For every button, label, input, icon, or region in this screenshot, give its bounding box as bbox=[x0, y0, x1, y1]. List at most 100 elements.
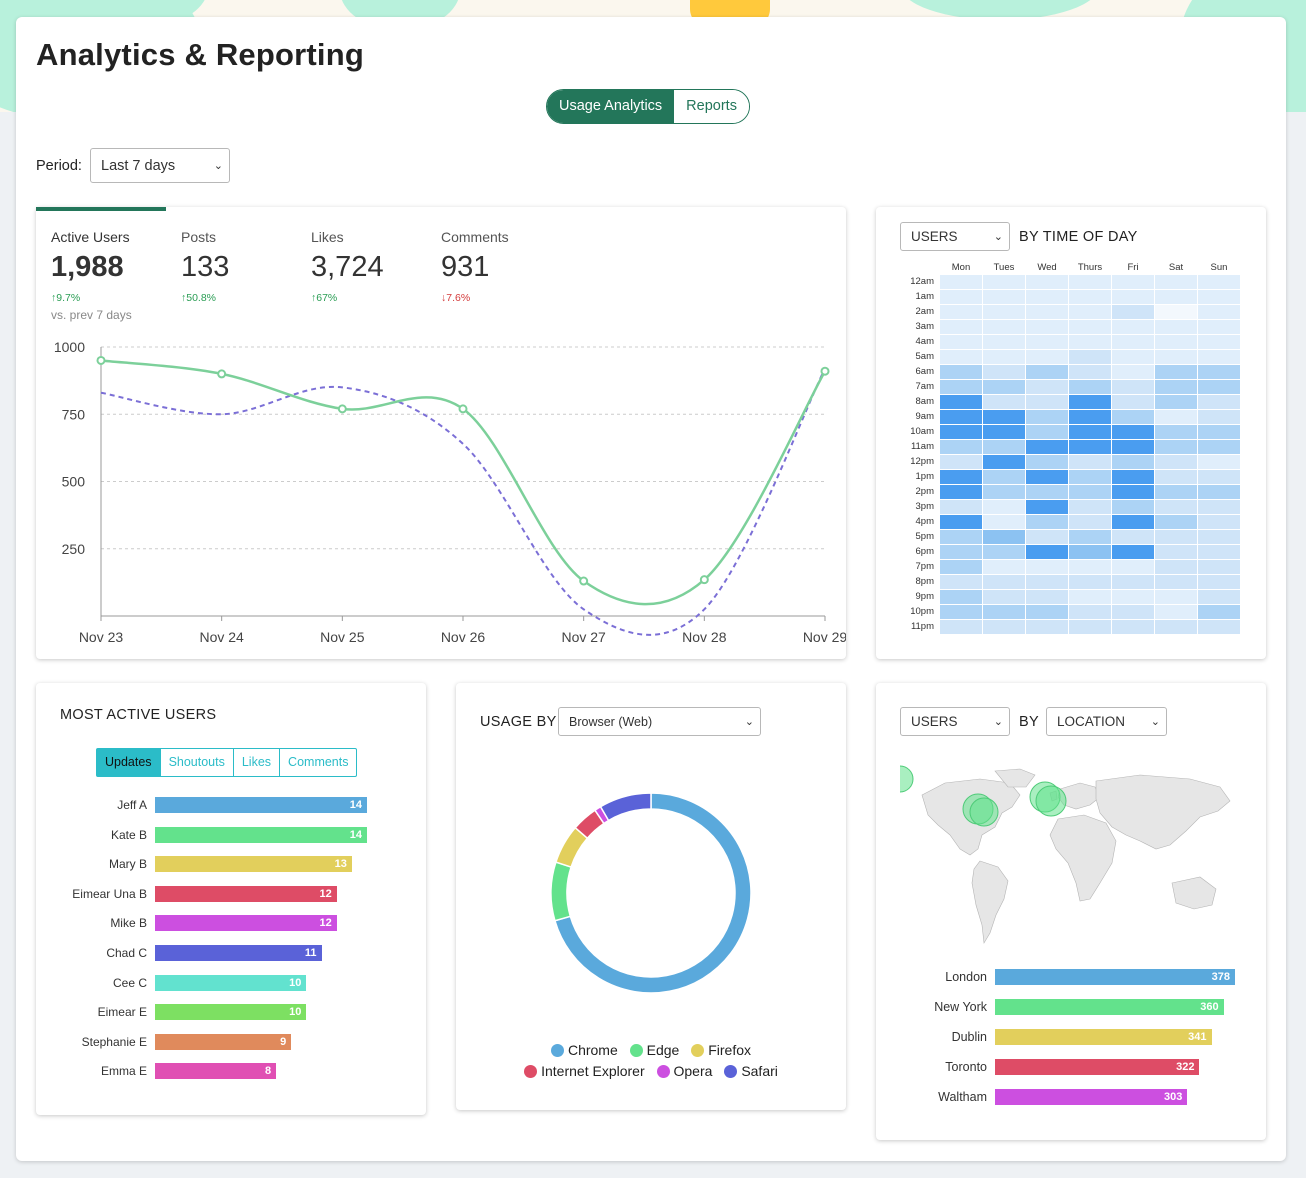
bar-label: Jeff A bbox=[117, 798, 147, 812]
bar-label: Eimear E bbox=[97, 1005, 147, 1020]
heatmap-cell bbox=[1026, 470, 1068, 484]
bar[interactable]: 12 bbox=[155, 885, 337, 902]
heatmap-cell bbox=[1069, 485, 1111, 499]
heatmap-day-label: Sun bbox=[1210, 262, 1228, 273]
tab-comments[interactable]: Comments bbox=[279, 749, 356, 776]
stat-label: Posts bbox=[181, 229, 217, 245]
bar[interactable]: 11 bbox=[155, 945, 322, 961]
bar-label: Waltham bbox=[938, 1090, 987, 1104]
heatmap-cell bbox=[1155, 395, 1197, 409]
heatmap-cell bbox=[1198, 380, 1240, 394]
bar[interactable]: 360 bbox=[995, 999, 1224, 1015]
bar-label: Eimear Una B bbox=[72, 886, 147, 901]
bar[interactable]: 10 bbox=[155, 974, 307, 991]
heatmap-cell bbox=[940, 320, 982, 334]
tab-updates[interactable]: Updates bbox=[97, 749, 160, 776]
tab-usage-analytics[interactable]: Usage Analytics bbox=[547, 90, 675, 123]
heatmap-day-label: Sat bbox=[1168, 262, 1184, 273]
stat-value: 1,988 bbox=[51, 251, 124, 283]
heatmap-cell bbox=[1112, 530, 1154, 544]
heatmap-cell bbox=[1026, 335, 1068, 349]
heatmap-cell bbox=[983, 545, 1025, 559]
bar-label: Chad C bbox=[106, 946, 147, 960]
data-point bbox=[96, 355, 106, 365]
heatmap-cell bbox=[983, 425, 1025, 439]
heatmap-cell bbox=[1069, 455, 1111, 469]
bar[interactable]: 14 bbox=[155, 826, 367, 843]
bar[interactable]: 9 bbox=[155, 1033, 292, 1050]
bar[interactable]: 303 bbox=[995, 1089, 1188, 1105]
bar[interactable]: 8 bbox=[155, 1063, 277, 1080]
heatmap-cell bbox=[940, 500, 982, 514]
stat-label: Active Users bbox=[51, 229, 130, 245]
metric-select-value: USERS bbox=[911, 714, 958, 729]
stat-comparison-note: vs. prev 7 days bbox=[51, 308, 132, 322]
decor-blob bbox=[900, 0, 1100, 20]
location-metric-select[interactable]: USERS ⌄ bbox=[900, 707, 1010, 736]
heatmap-cell bbox=[940, 485, 982, 499]
heatmap-cell bbox=[940, 350, 982, 364]
heatmap-cell bbox=[1069, 410, 1111, 424]
heatmap-cell bbox=[1026, 515, 1068, 529]
heatmap-cell bbox=[983, 335, 1025, 349]
heatmap-cell bbox=[1198, 455, 1240, 469]
heatmap-cell bbox=[940, 560, 982, 574]
legend-dot bbox=[524, 1065, 538, 1078]
x-tick-label: Nov 29 bbox=[803, 629, 846, 645]
time-of-day-metric-select[interactable]: USERS ⌄ bbox=[900, 222, 1010, 251]
bar[interactable]: 12 bbox=[155, 915, 337, 932]
usage-by-select[interactable]: Browser (Web) ⌄ bbox=[558, 707, 761, 736]
location-dimension-select[interactable]: LOCATION ⌄ bbox=[1046, 707, 1167, 736]
period-select[interactable]: Last 7 days ⌄ bbox=[90, 148, 230, 183]
legend-item: Chrome bbox=[550, 1042, 618, 1058]
stat-likes[interactable]: Likes 3,724 ↑67% bbox=[311, 229, 384, 304]
heatmap-hour-label: 3pm bbox=[915, 501, 934, 512]
map-greenland bbox=[994, 768, 1036, 788]
heatmap-cell bbox=[940, 335, 982, 349]
heatmap-cell bbox=[1026, 410, 1068, 424]
bar[interactable]: 14 bbox=[155, 797, 367, 813]
heatmap-cell bbox=[1155, 410, 1197, 424]
heatmap-cell bbox=[940, 365, 982, 379]
heatmap-cell bbox=[1155, 365, 1197, 379]
heatmap-cell bbox=[1026, 485, 1068, 499]
heatmap-cell bbox=[983, 515, 1025, 529]
heatmap-cell bbox=[1198, 545, 1240, 559]
heatmap-hour-label: 1pm bbox=[915, 471, 934, 482]
main-panel: Analytics & Reporting Usage Analytics Re… bbox=[16, 17, 1286, 1161]
heatmap-cell bbox=[1198, 335, 1240, 349]
map-south-america bbox=[971, 860, 1009, 944]
metric-select-value: USERS bbox=[911, 229, 958, 244]
heatmap-cell bbox=[983, 620, 1025, 634]
stat-comments[interactable]: Comments 931 ↓7.6% bbox=[441, 229, 509, 304]
heatmap-cell bbox=[1026, 605, 1068, 619]
stat-posts[interactable]: Posts 133 ↑50.8% bbox=[181, 229, 229, 304]
heatmap-cell bbox=[1069, 530, 1111, 544]
bar[interactable]: 10 bbox=[155, 1004, 307, 1021]
heatmap-cell bbox=[1112, 455, 1154, 469]
usage-by-title: USAGE BY bbox=[480, 714, 557, 730]
bar-label: Stephanie E bbox=[81, 1034, 147, 1049]
y-tick-label: 750 bbox=[62, 406, 86, 422]
heatmap-cell bbox=[1112, 470, 1154, 484]
bar[interactable]: 378 bbox=[995, 969, 1235, 985]
bar-label: New York bbox=[934, 1000, 987, 1014]
legend-item: Edge bbox=[629, 1042, 679, 1058]
heatmap-cell bbox=[1198, 350, 1240, 364]
tab-likes[interactable]: Likes bbox=[232, 749, 279, 776]
heatmap-cell bbox=[1198, 320, 1240, 334]
tab-reports[interactable]: Reports bbox=[674, 90, 749, 123]
heatmap-cell bbox=[983, 410, 1025, 424]
heatmap-cell bbox=[1069, 515, 1111, 529]
stat-active-users[interactable]: Active Users 1,988 ↑9.7% vs. prev 7 days bbox=[51, 229, 132, 322]
heatmap-hour-label: 8pm bbox=[915, 576, 934, 587]
bar[interactable]: 13 bbox=[155, 856, 352, 873]
heatmap-cell bbox=[1026, 590, 1068, 604]
bar[interactable]: 341 bbox=[995, 1029, 1212, 1045]
x-tick-label: Nov 23 bbox=[79, 629, 124, 645]
tab-shoutouts[interactable]: Shoutouts bbox=[159, 749, 233, 776]
heatmap-cell bbox=[1026, 395, 1068, 409]
data-point bbox=[458, 404, 468, 414]
bar[interactable]: 322 bbox=[995, 1059, 1200, 1075]
x-tick-label: Nov 24 bbox=[199, 629, 244, 645]
